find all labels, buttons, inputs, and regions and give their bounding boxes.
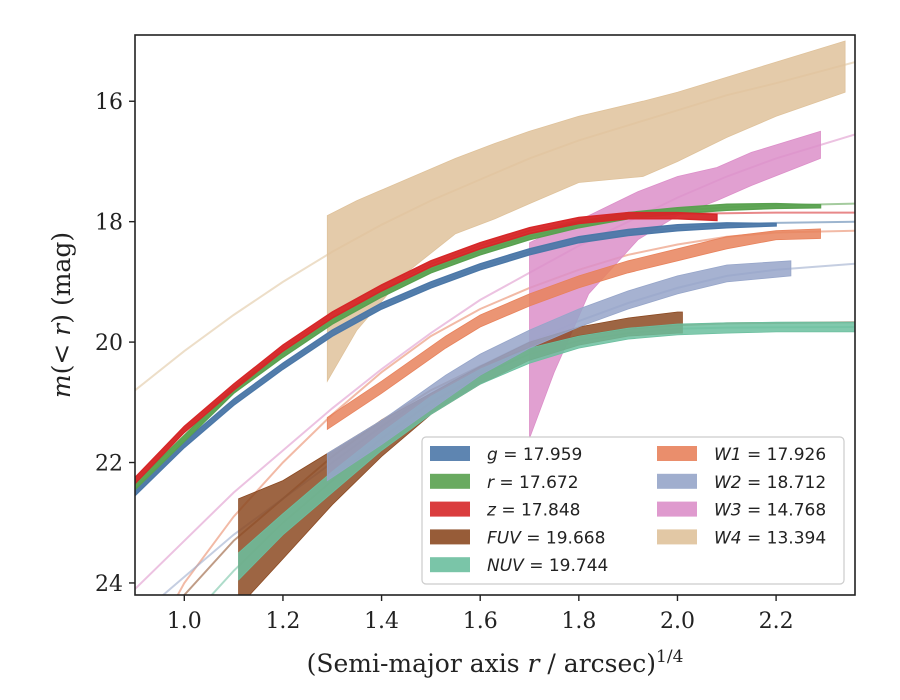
legend-label-w2: W2 = 18.712 bbox=[714, 473, 826, 493]
legend-swatch-w2 bbox=[657, 473, 697, 489]
y-tick-label: 24 bbox=[95, 572, 123, 597]
legend-swatch-w3 bbox=[657, 501, 697, 517]
y-tick-label: 18 bbox=[95, 211, 123, 236]
x-tick-label: 2.2 bbox=[759, 609, 794, 634]
legend-label-w4: W4 = 13.394 bbox=[714, 528, 826, 548]
x-tick-label: 1.4 bbox=[364, 609, 399, 634]
x-tick-label: 1.8 bbox=[561, 609, 596, 634]
y-tick-label: 20 bbox=[95, 331, 123, 356]
x-tick-label: 2.0 bbox=[660, 609, 695, 634]
x-tick-label: 1.0 bbox=[167, 609, 202, 634]
legend-swatch-z bbox=[430, 501, 470, 517]
legend-swatch-nuv bbox=[430, 557, 470, 573]
plot-area bbox=[135, 40, 855, 595]
x-axis-label: (Semi-major axis r / arcsec)1/4 bbox=[307, 647, 684, 678]
y-axis-label: m(< r) (mag) bbox=[47, 232, 76, 398]
x-tick-label: 1.2 bbox=[265, 609, 300, 634]
band-w2 bbox=[326, 260, 792, 482]
legend-label-z: z = 17.848 bbox=[486, 501, 580, 521]
x-tick-label: 1.6 bbox=[463, 609, 498, 634]
band-z bbox=[135, 211, 718, 485]
band-w4 bbox=[326, 40, 846, 383]
legend-box bbox=[421, 436, 845, 585]
legend-swatch-w1 bbox=[657, 446, 697, 461]
legend-swatch-fuv bbox=[430, 529, 470, 545]
legend-swatch-r bbox=[430, 473, 470, 489]
legend-label-nuv: NUV = 19.744 bbox=[487, 556, 608, 576]
legend-swatch-g bbox=[430, 446, 470, 461]
band-g bbox=[135, 222, 777, 497]
band-w1 bbox=[326, 228, 821, 431]
legend-label-w1: W1 = 17.926 bbox=[714, 445, 826, 465]
legend-label-fuv: FUV = 19.668 bbox=[487, 528, 605, 548]
y-tick-label: 16 bbox=[95, 90, 123, 115]
y-tick-label: 22 bbox=[95, 452, 123, 477]
legend-label-w3: W3 = 14.768 bbox=[714, 501, 826, 521]
legend-label-r: r = 17.672 bbox=[487, 473, 579, 493]
axes: 1.0 1.2 1.4 1.6 1.8 2.0 2.2 16 18 20 22 24 (Semi-maj… bbox=[47, 34, 856, 678]
legend: g = 17.959 r = 17.672 z = 17.848 FUV = 19.6… bbox=[421, 436, 845, 585]
legend-label-g: g = 17.959 bbox=[487, 445, 582, 465]
legend-swatch-w4 bbox=[657, 529, 697, 545]
plot-frame bbox=[134, 34, 856, 596]
